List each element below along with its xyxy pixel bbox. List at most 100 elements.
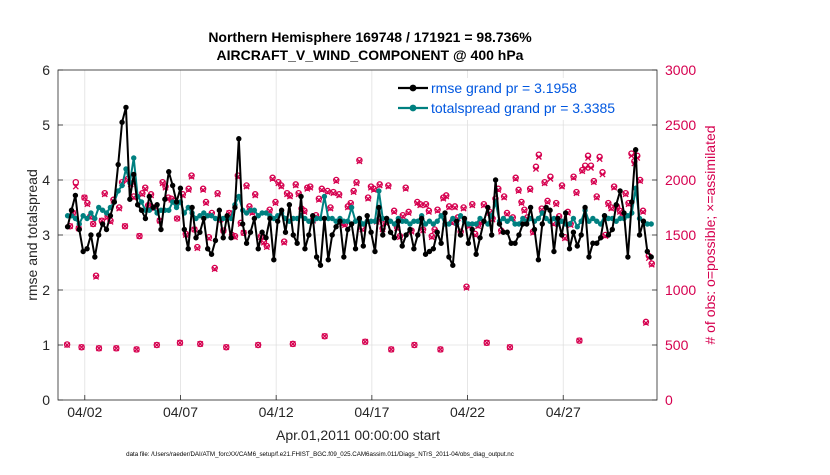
rmse-marker: [422, 251, 429, 257]
y-tick-label-right: 1500: [665, 227, 696, 243]
rmse-marker: [138, 207, 145, 213]
obs-possible-marker: [605, 199, 612, 207]
obs-assimilated-marker: [278, 183, 285, 190]
obs-assimilated-stroke: [608, 205, 615, 212]
y-tick-label-left: 2: [42, 282, 50, 298]
y-tick-label-right: 2000: [665, 172, 696, 188]
obs-assimilated-marker: [211, 266, 218, 273]
rmse-marker: [547, 207, 553, 213]
spread-marker: [92, 215, 98, 222]
obs-assimilated-stroke: [362, 338, 369, 345]
spread-marker: [566, 221, 573, 227]
obs-possible-marker: [306, 183, 314, 190]
rmse-marker: [625, 254, 631, 260]
obs-assimilated-stroke: [101, 191, 108, 198]
obs-assimilated-marker: [422, 202, 430, 209]
spread-marker: [403, 218, 409, 224]
rmse-marker: [208, 251, 215, 257]
rmse-marker: [539, 221, 545, 227]
obs-assimilated-marker: [417, 202, 424, 209]
obs-assimilated-marker: [402, 185, 409, 192]
spread-marker: [201, 210, 207, 216]
obs-possible-marker: [442, 192, 450, 199]
obs-assimilated-marker: [362, 338, 369, 345]
obs-possible-marker: [590, 177, 598, 185]
rmse-marker: [465, 240, 472, 246]
rmse-marker: [621, 210, 627, 216]
obs-assimilated-marker: [521, 207, 528, 214]
obs-possible-marker: [639, 207, 647, 215]
obs-assimilated-marker: [570, 174, 577, 181]
obs-assimilated-marker: [84, 201, 91, 208]
rmse-marker: [636, 232, 643, 238]
rmse-marker: [469, 226, 475, 233]
obs-assimilated-stroke: [538, 206, 545, 213]
obs-assimilated-stroke: [561, 235, 568, 242]
rmse-marker: [162, 196, 168, 202]
rmse-marker: [107, 213, 114, 219]
spread-marker: [457, 213, 464, 219]
spread-marker: [317, 215, 324, 222]
obs-assimilated-stroke: [521, 207, 528, 214]
rmse-marker: [80, 248, 86, 255]
spread-marker: [115, 188, 121, 194]
obs-assimilated-stroke: [469, 202, 476, 209]
rmse-marker: [177, 185, 184, 191]
obs-assimilated-marker: [518, 200, 525, 207]
obs-assimilated-marker: [269, 175, 276, 182]
x-tick-label: 04/12: [259, 404, 294, 420]
obs-assimilated-stroke: [252, 192, 259, 199]
obs-assimilated-marker: [95, 345, 102, 352]
obs-assimilated-marker: [587, 164, 595, 171]
legend-rmse-marker: [409, 84, 417, 92]
obs-assimilated-marker: [336, 192, 343, 199]
obs-assimilated-stroke: [637, 178, 644, 185]
obs-assimilated-marker: [622, 191, 629, 198]
obs-possible-marker: [214, 189, 221, 197]
obs-assimilated-stroke: [281, 239, 288, 246]
rmse-marker: [298, 193, 304, 200]
obs-assimilated-stroke: [315, 196, 322, 203]
obs-possible-marker: [223, 343, 230, 351]
obs-assimilated-stroke: [272, 200, 279, 207]
obs-assimilated-marker: [611, 184, 618, 191]
obs-possible-marker: [506, 343, 514, 351]
rmse-marker: [146, 193, 153, 200]
rmse-marker: [426, 248, 433, 255]
y-tick-label-right: 0: [665, 392, 673, 408]
obs-possible-marker: [211, 264, 218, 272]
obs-assimilated-marker: [286, 193, 294, 200]
rmse-marker: [294, 240, 300, 246]
obs-assimilated-marker: [399, 213, 406, 220]
rmse-marker: [267, 215, 273, 222]
obs-possible-marker: [402, 184, 409, 191]
spread-marker: [469, 221, 475, 227]
obs-assimilated-stroke: [174, 215, 181, 222]
spread-marker: [504, 218, 510, 224]
rmse-marker: [477, 235, 483, 241]
obs-assimilated-marker: [243, 183, 250, 190]
rmse-marker: [142, 215, 149, 222]
obs-assimilated-marker: [637, 178, 644, 185]
obs-assimilated-stroke: [535, 153, 542, 160]
obs-assimilated-marker: [446, 204, 453, 211]
obs-assimilated-stroke: [582, 164, 589, 171]
obs-possible-marker: [610, 183, 618, 190]
obs-assimilated-stroke: [616, 208, 623, 215]
rmse-marker: [193, 235, 199, 241]
obs-assimilated-stroke: [480, 202, 487, 209]
y-tick-label-left: 0: [42, 392, 50, 408]
rmse-marker: [99, 221, 106, 227]
rmse-marker: [597, 235, 604, 241]
obs-assimilated-marker: [365, 195, 372, 202]
obs-assimilated-stroke: [64, 341, 71, 349]
obs-assimilated-marker: [573, 190, 580, 197]
obs-possible-marker: [89, 220, 97, 228]
obs-assimilated-marker: [200, 186, 207, 193]
obs-assimilated-stroke: [576, 337, 583, 344]
rmse-marker: [453, 218, 460, 224]
y-tick-label-right: 2500: [665, 117, 696, 133]
obs-assimilated-stroke: [553, 201, 560, 208]
obs-assimilated-marker: [512, 175, 519, 182]
spread-marker: [321, 193, 328, 200]
